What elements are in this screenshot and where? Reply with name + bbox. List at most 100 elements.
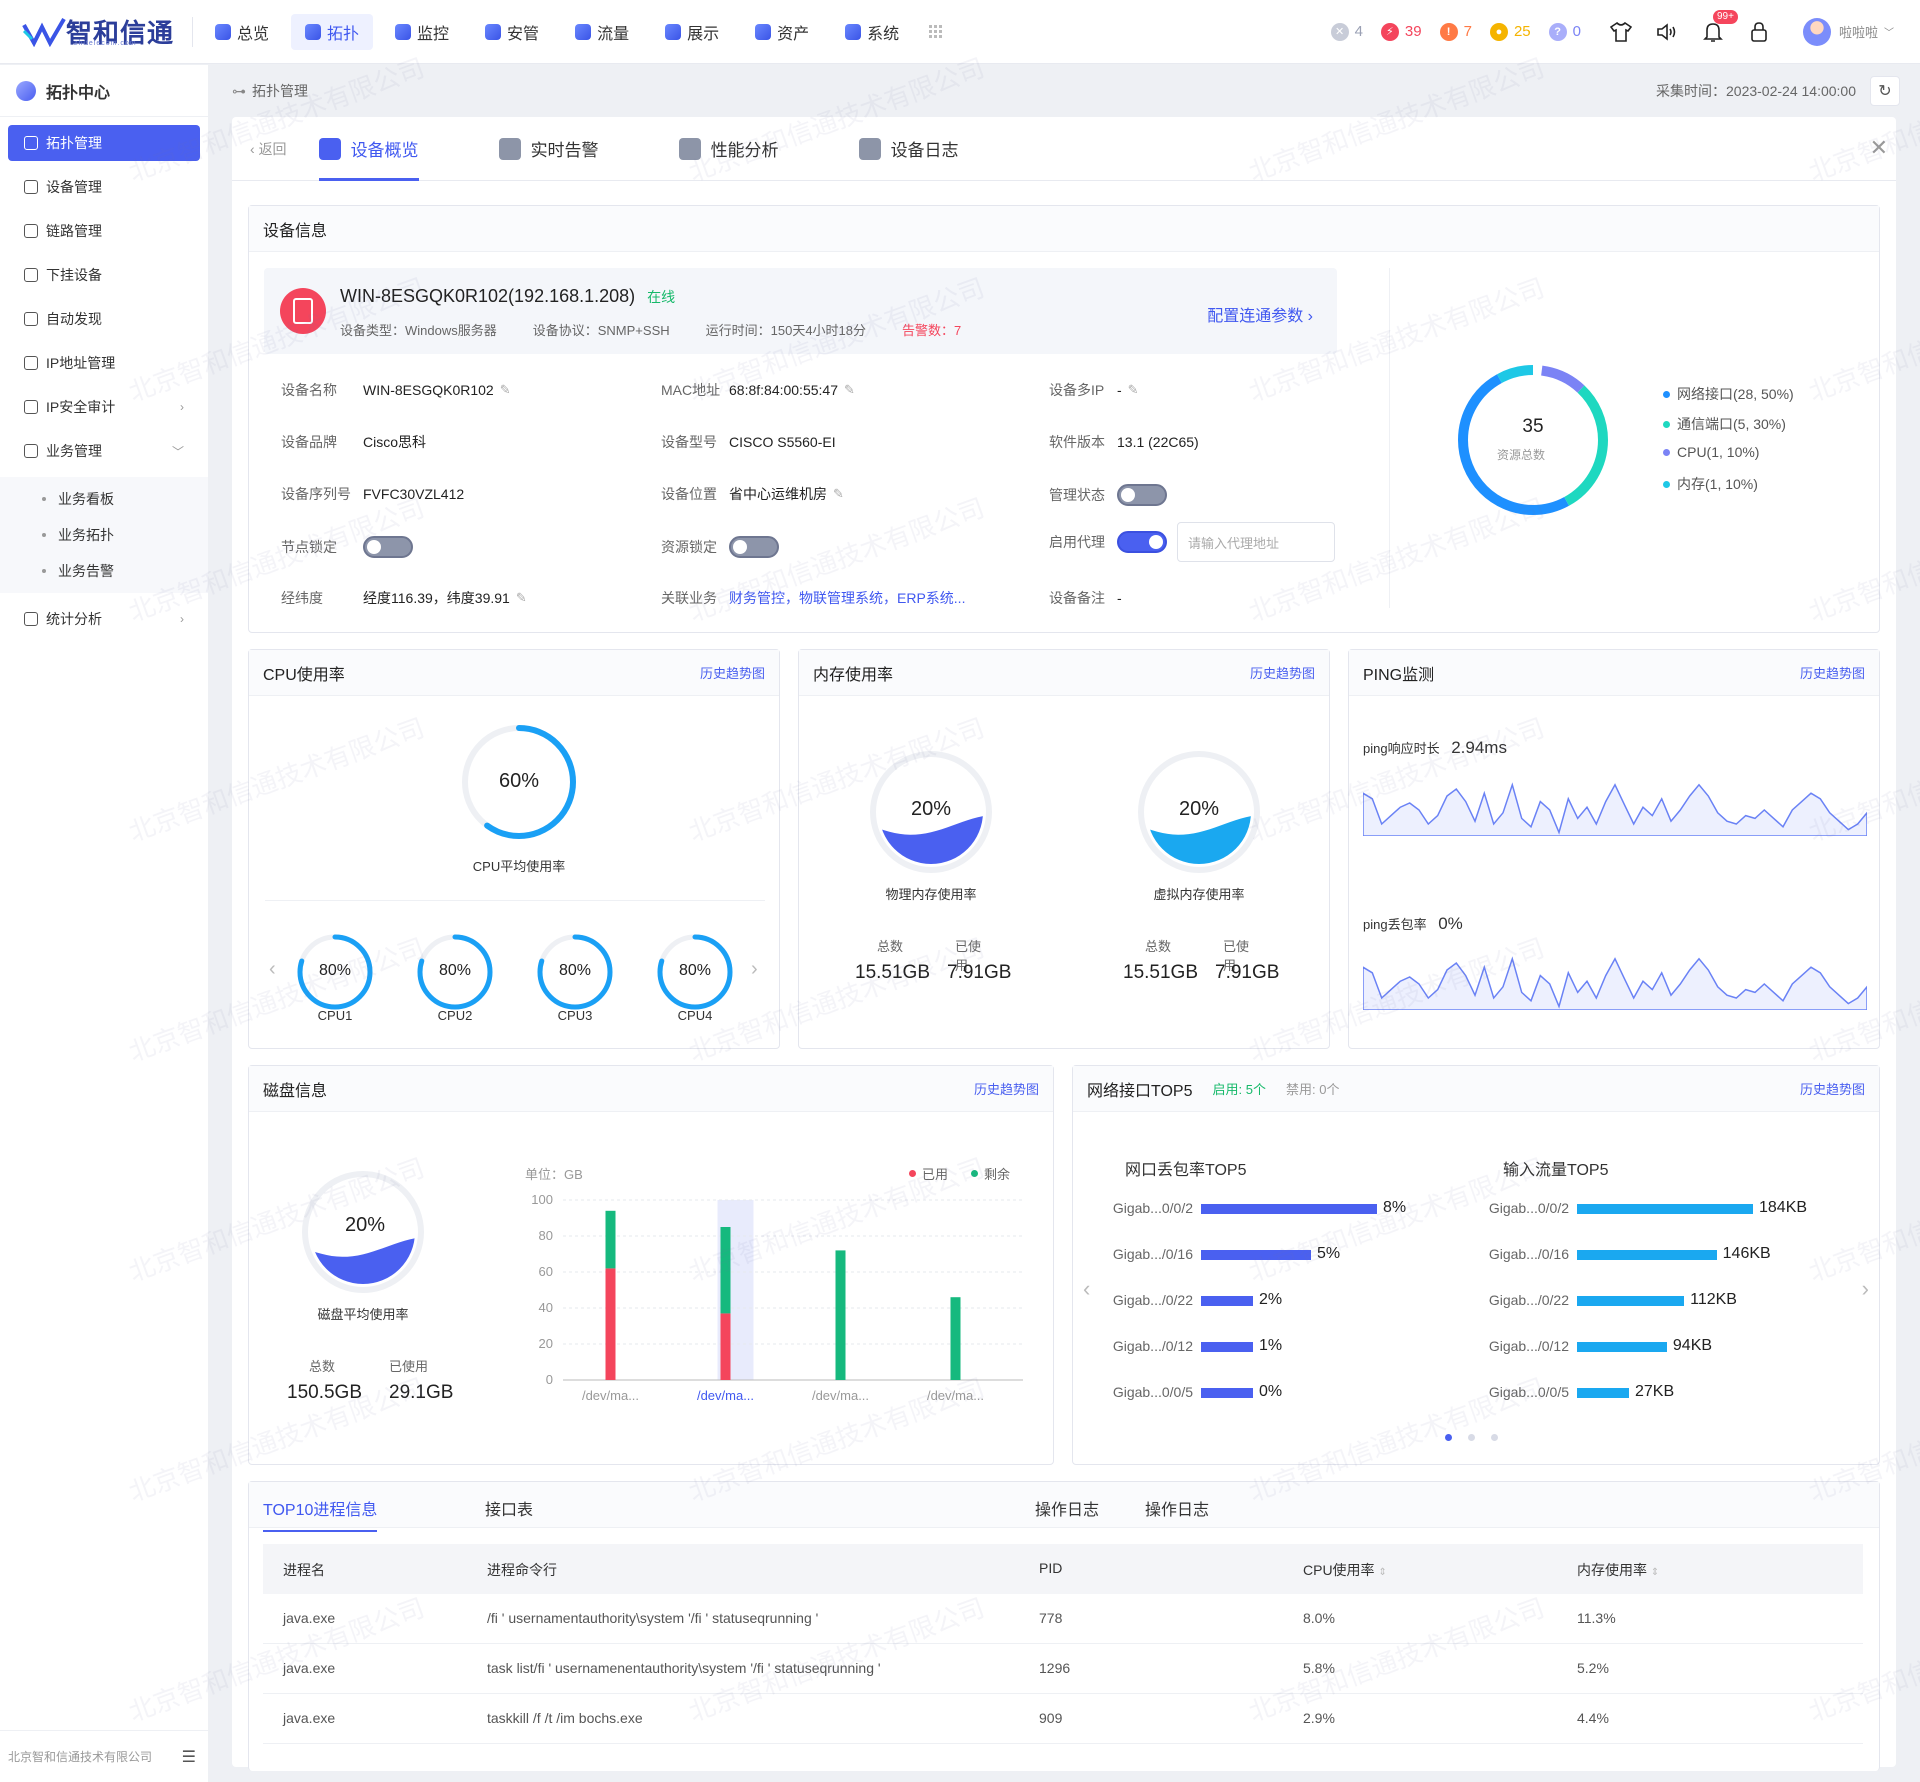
chevron-left-icon[interactable]: ‹	[269, 958, 276, 980]
stat-cleared[interactable]: ✕ 4	[1330, 22, 1363, 41]
interface-bar[interactable]	[1577, 1342, 1667, 1352]
user-menu[interactable]: 啦啦啦 ﹀	[1802, 17, 1894, 46]
nav-traffic[interactable]: 流量	[561, 14, 643, 50]
alarm-count[interactable]: 告警数：7	[902, 320, 961, 339]
interface-bar[interactable]	[1577, 1296, 1685, 1306]
history-trend-link[interactable]: 历史趋势图	[1799, 666, 1865, 681]
carousel-dot[interactable]	[1445, 1434, 1452, 1441]
sidebar-item-devices[interactable]: 设备管理	[8, 169, 200, 205]
sidebar-item-business[interactable]: 业务管理 ﹀	[8, 433, 200, 469]
edit-icon[interactable]: ✎	[515, 590, 527, 605]
tab-overview[interactable]: 设备概览	[318, 117, 419, 181]
nav-assets[interactable]: 资产	[741, 14, 823, 50]
table-row[interactable]	[263, 1694, 1863, 1744]
apps-grid-icon[interactable]	[929, 24, 943, 39]
interface-bar[interactable]	[1577, 1250, 1717, 1260]
sidebar-item-discovery[interactable]: 自动发现	[8, 301, 200, 337]
tab-top10-process[interactable]: TOP10进程信息	[263, 1496, 378, 1532]
sidebar-item-ip[interactable]: IP地址管理	[8, 345, 200, 381]
interface-bar[interactable]	[1577, 1388, 1629, 1398]
carousel-dot[interactable]	[1491, 1434, 1498, 1441]
bar-used[interactable]	[720, 1313, 731, 1380]
node-lock-toggle[interactable]	[363, 536, 413, 558]
bar-free[interactable]	[720, 1227, 731, 1314]
nav-display[interactable]: 展示	[651, 14, 733, 50]
bar-used[interactable]	[605, 1268, 616, 1380]
mgmt-status-toggle[interactable]	[1117, 484, 1167, 506]
edit-icon[interactable]: ✎	[499, 382, 511, 397]
history-trend-link[interactable]: 历史趋势图	[973, 1082, 1039, 1097]
sidebar-item-topology[interactable]: 拓扑管理	[8, 125, 200, 161]
interface-bar[interactable]	[1201, 1250, 1311, 1260]
history-trend-link[interactable]: 历史趋势图	[1249, 666, 1315, 681]
tab-logs[interactable]: 设备日志	[858, 117, 959, 181]
edit-icon[interactable]: ✎	[1127, 382, 1139, 397]
tab-interface-table[interactable]: 接口表	[485, 1502, 534, 1519]
field-model: 设备型号 CISCO S5560-EI	[661, 432, 836, 452]
interface-bar[interactable]	[1201, 1342, 1253, 1352]
nav-security[interactable]: 安管	[471, 14, 553, 50]
tab-operation-log[interactable]: 操作日志	[1035, 1502, 1100, 1519]
memory-card: 内存使用率 历史趋势图 20% 物理内存使用率 总数 15.51GB 已使用 7.…	[798, 649, 1330, 1049]
bell-icon[interactable]: 99+	[1701, 9, 1738, 44]
tab-alarms[interactable]: 实时告警	[498, 117, 599, 181]
business-links[interactable]: 财务管控，物联管理系统，ERP系统...	[729, 590, 966, 606]
chevron-down-icon: ﹀	[171, 444, 184, 459]
interface-bar[interactable]	[1201, 1388, 1253, 1398]
sort-icon: ⇕	[1650, 1567, 1660, 1578]
field-value: 68:8f:84:00:55:47	[729, 382, 838, 398]
business-submenu: 业务看板 业务拓扑 业务告警	[0, 477, 208, 593]
close-icon[interactable]: ✕	[1869, 135, 1888, 160]
stat-critical[interactable]: ⚡ 39	[1380, 22, 1422, 41]
skin-icon[interactable]	[1609, 20, 1633, 44]
config-connect-link[interactable]: 配置连通参数 ›	[1207, 308, 1313, 325]
bar-free[interactable]	[605, 1210, 616, 1269]
interface-bar[interactable]	[1201, 1204, 1377, 1214]
back-button[interactable]: ‹ 返回	[250, 140, 287, 157]
donut-segment	[1458, 365, 1608, 515]
edit-icon[interactable]: ✎	[844, 382, 855, 397]
col-mem[interactable]: 内存使用率 ⇕	[1577, 1560, 1659, 1580]
proxy-address-input[interactable]: 请输入代理地址	[1177, 522, 1335, 562]
history-trend-link[interactable]: 历史趋势图	[1799, 1082, 1865, 1097]
bar-free[interactable]	[950, 1297, 961, 1380]
nav-monitor[interactable]: 监控	[381, 14, 463, 50]
chevron-right-icon[interactable]: ›	[751, 958, 758, 980]
refresh-icon[interactable]: ↻	[1870, 76, 1900, 106]
stat-major[interactable]: ! 7	[1439, 22, 1472, 41]
logo[interactable]: 智和信通 zhitelecom.com	[22, 13, 190, 50]
edit-icon[interactable]: ✎	[833, 486, 844, 501]
stat-unknown[interactable]: ? 0	[1548, 22, 1581, 41]
resource-lock-toggle[interactable]	[729, 536, 779, 558]
sidebar-sub-topology[interactable]: 业务拓扑	[0, 517, 208, 553]
memory-used-label: 已使用	[955, 939, 982, 973]
speaker-icon[interactable]	[1655, 20, 1679, 44]
proxy-toggle[interactable]	[1117, 531, 1167, 553]
nav-system[interactable]: 系统	[831, 14, 913, 50]
sidebar-sub-board[interactable]: 业务看板	[0, 481, 208, 517]
lock-icon[interactable]	[1747, 20, 1771, 44]
interface-bar[interactable]	[1201, 1296, 1253, 1306]
sidebar-item-attached[interactable]: 下挂设备	[8, 257, 200, 293]
stat-minor[interactable]: ● 25	[1489, 22, 1531, 41]
table-row[interactable]	[263, 1644, 1863, 1694]
sidebar: 拓扑中心 拓扑管理 设备管理 链路管理 下挂设备 自动发现 IP地址管理 IP安…	[0, 65, 208, 1782]
nav-topology[interactable]: 拓扑	[291, 13, 374, 50]
history-trend-link[interactable]: 历史趋势图	[699, 666, 765, 681]
interface-bar[interactable]	[1577, 1204, 1753, 1214]
table-row[interactable]	[263, 1594, 1863, 1644]
nav-overview[interactable]: 总览	[201, 14, 283, 50]
collapse-menu-icon[interactable]: ☰	[181, 1748, 196, 1766]
bar-free[interactable]	[835, 1250, 846, 1380]
sidebar-item-ip-audit[interactable]: IP安全审计 ›	[8, 389, 200, 425]
carousel-dot[interactable]	[1468, 1434, 1475, 1441]
chevron-left-icon[interactable]: ‹	[1083, 1276, 1091, 1301]
sidebar-item-statistics[interactable]: 统计分析 ›	[8, 601, 200, 637]
col-cpu[interactable]: CPU使用率 ⇕	[1303, 1560, 1387, 1580]
tab-operation-log-2[interactable]: 操作日志	[1145, 1502, 1210, 1519]
chevron-right-icon[interactable]: ›	[1861, 1276, 1869, 1301]
tab-performance[interactable]: 性能分析	[678, 117, 779, 181]
sidebar-sub-alarm[interactable]: 业务告警	[0, 553, 208, 589]
sidebar-item-links[interactable]: 链路管理	[8, 213, 200, 249]
ip-icon	[24, 356, 38, 370]
